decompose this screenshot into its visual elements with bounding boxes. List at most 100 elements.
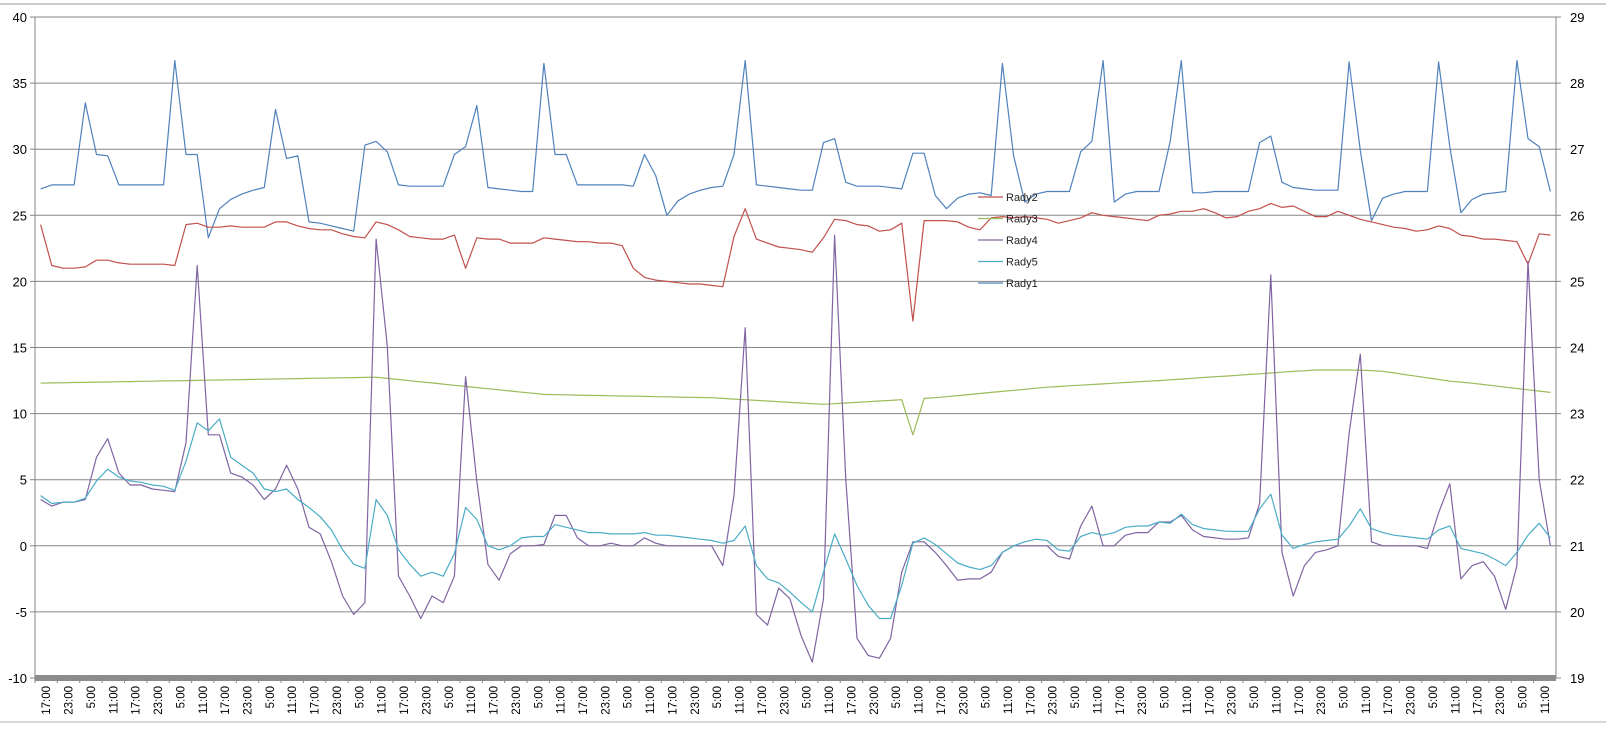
x-tick-label: 23:00 — [1495, 686, 1507, 715]
y-tick-label: 0 — [20, 539, 27, 554]
y-tick-label: 30 — [13, 142, 27, 157]
x-tick-label: 17:00 — [399, 686, 411, 715]
series-lines — [40, 59, 1551, 663]
x-tick-label: 17:00 — [1204, 686, 1216, 715]
x-tick-label: 17:00 — [846, 686, 858, 715]
x-tick-label: 11:00 — [1450, 686, 1462, 714]
series-line-rady1 — [40, 59, 1551, 239]
y-tick-label: 25 — [13, 208, 27, 223]
series-line-rady2 — [40, 202, 1551, 322]
x-axis-ticks: 17:00 23:00 5:00 11:00 17:00 23:00 5:00 11:00 17… — [34, 678, 1552, 715]
y-tick-label: 5 — [20, 473, 27, 488]
y-tick-label: 10 — [13, 407, 27, 422]
x-tick-label: 11:00 — [198, 686, 210, 714]
x-tick-label: 23:00 — [958, 686, 970, 715]
x-tick-label: 23:00 — [600, 686, 612, 715]
x-tick-label: 17:00 — [131, 686, 143, 715]
series-line-rady5 — [40, 418, 1551, 620]
x-tick-label: 11:00 — [377, 686, 389, 714]
x-tick-label: 23:00 — [690, 686, 702, 715]
x-tick-label: 23:00 — [421, 686, 433, 715]
x-tick-label: 11:00 — [1540, 686, 1552, 714]
y2-tick-label: 19 — [1570, 671, 1584, 686]
x-tick-label: 5:00 — [265, 686, 277, 708]
x-tick-label: 5:00 — [981, 686, 993, 708]
y-tick-label: 15 — [13, 341, 27, 356]
y-tick-label: 20 — [13, 274, 27, 289]
y2-tick-label: 25 — [1570, 274, 1584, 289]
x-tick-label: 23:00 — [1227, 686, 1239, 715]
y2-tick-label: 27 — [1570, 142, 1584, 157]
legend-label-rady3: Rady3 — [1006, 214, 1038, 226]
x-tick-label: 11:00 — [1182, 686, 1194, 714]
x-tick-label: 11:00 — [645, 686, 657, 714]
x-tick-label: 17:00 — [489, 686, 501, 715]
legend-label-rady2: Rady2 — [1006, 192, 1038, 204]
x-tick-label: 23:00 — [869, 686, 881, 715]
x-tick-label: 11:00 — [1361, 686, 1373, 714]
right-axis-ticks: 29 28 27 26 25 24 23 22 21 20 19 — [1556, 10, 1584, 686]
x-tick-label: 5:00 — [86, 686, 98, 708]
x-tick-label: 5:00 — [1339, 686, 1351, 708]
x-tick-label: 17:00 — [1383, 686, 1395, 715]
y-tick-label: 40 — [13, 10, 27, 25]
x-tick-label: 23:00 — [511, 686, 523, 715]
x-tick-label: 11:00 — [914, 686, 926, 714]
x-tick-label: 17:00 — [1294, 686, 1306, 715]
left-axis-ticks: 40 35 30 25 20 15 10 5 0 -5 -10 — [8, 10, 35, 686]
y-tick-label: 35 — [13, 76, 27, 91]
x-tick-label: 17:00 — [1473, 686, 1485, 715]
x-tick-label: 11:00 — [466, 686, 478, 714]
y2-tick-label: 26 — [1570, 208, 1584, 223]
x-tick-label: 11:00 — [735, 686, 747, 714]
y2-tick-label: 22 — [1570, 473, 1584, 488]
x-tick-label: 11:00 — [1271, 686, 1283, 714]
y2-tick-label: 28 — [1570, 76, 1584, 91]
legend-label-rady5: Rady5 — [1006, 257, 1038, 269]
x-tick-label: 23:00 — [332, 686, 344, 715]
x-tick-label: 5:00 — [1070, 686, 1082, 708]
x-tick-label: 23:00 — [1316, 686, 1328, 715]
x-tick-label: 5:00 — [1249, 686, 1261, 708]
series-line-rady3 — [40, 369, 1551, 436]
y2-tick-label: 29 — [1570, 10, 1584, 25]
x-tick-label: 17:00 — [1025, 686, 1037, 715]
x-tick-label: 11:00 — [556, 686, 568, 714]
x-tick-label: 5:00 — [623, 686, 635, 708]
legend: Rady2 Rady3 Rady4 Rady5 Rady1 — [978, 192, 1038, 290]
x-tick-label: 11:00 — [1092, 686, 1104, 714]
x-tick-label: 5:00 — [1428, 686, 1440, 708]
legend-label-rady1: Rady1 — [1006, 278, 1038, 290]
x-tick-label: 5:00 — [444, 686, 456, 708]
x-tick-label: 17:00 — [667, 686, 679, 715]
x-tick-label: 17:00 — [220, 686, 232, 715]
x-tick-label: 23:00 — [1137, 686, 1149, 715]
x-tick-label: 17:00 — [1115, 686, 1127, 715]
x-tick-label: 17:00 — [310, 686, 322, 715]
x-tick-label: 5:00 — [712, 686, 724, 708]
x-tick-label: 17:00 — [41, 686, 53, 715]
x-tick-label: 23:00 — [1406, 686, 1418, 715]
x-tick-label: 11:00 — [287, 686, 299, 714]
x-tick-label: 5:00 — [1160, 686, 1172, 708]
series-line-rady4 — [40, 234, 1551, 663]
x-tick-label: 5:00 — [354, 686, 366, 708]
y2-tick-label: 21 — [1570, 539, 1584, 554]
x-tick-label: 11:00 — [108, 686, 120, 714]
x-tick-label: 17:00 — [936, 686, 948, 715]
y-tick-label: -5 — [15, 605, 27, 620]
x-tick-label: 5:00 — [1517, 686, 1529, 708]
y2-tick-label: 24 — [1570, 341, 1584, 356]
x-tick-label: 5:00 — [802, 686, 814, 708]
x-tick-label: 5:00 — [175, 686, 187, 708]
x-tick-label: 23:00 — [1048, 686, 1060, 715]
x-tick-label: 23:00 — [242, 686, 254, 715]
y2-tick-label: 23 — [1570, 407, 1584, 422]
y-tick-label: -10 — [8, 671, 27, 686]
x-tick-label: 23:00 — [779, 686, 791, 715]
legend-label-rady4: Rady4 — [1006, 235, 1038, 247]
x-tick-label: 17:00 — [578, 686, 590, 715]
x-tick-label: 5:00 — [533, 686, 545, 708]
x-tick-label: 23:00 — [153, 686, 165, 715]
